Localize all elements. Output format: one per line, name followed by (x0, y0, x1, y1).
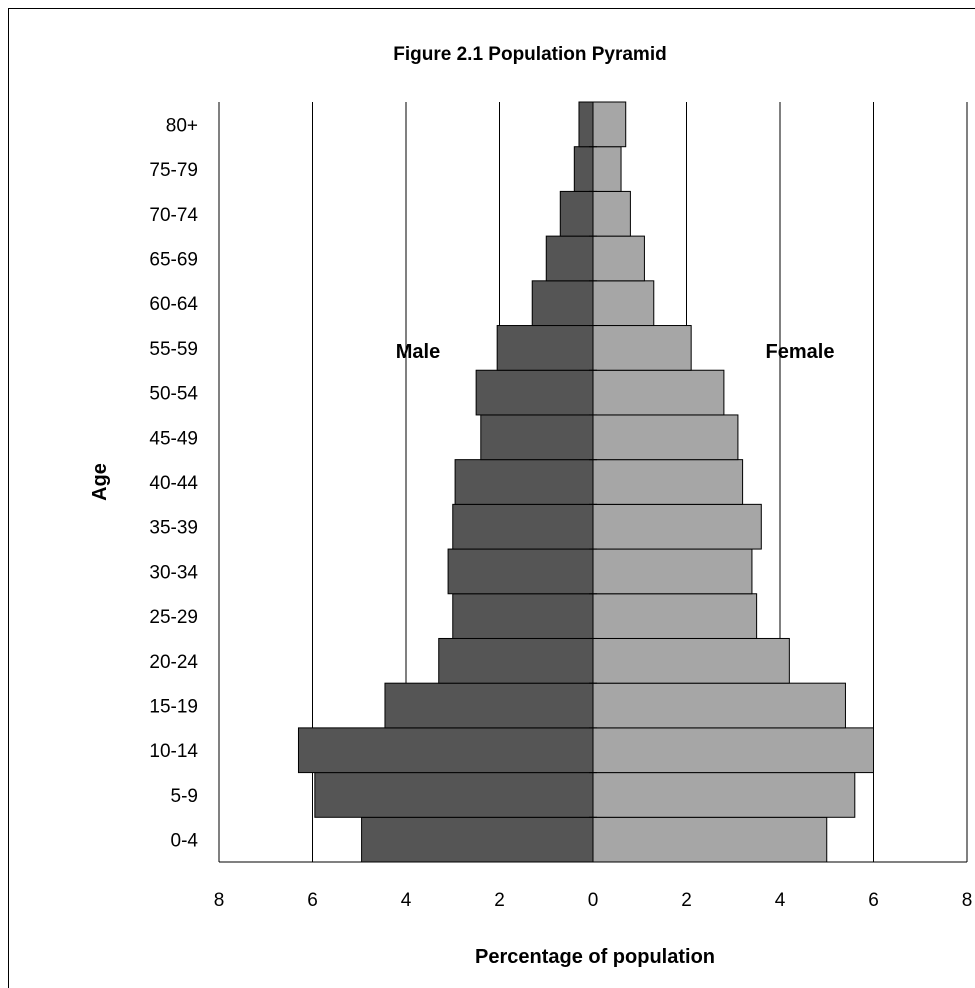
x-tick-label-0: 8 (214, 890, 225, 911)
x-tick-label-7: 6 (868, 890, 879, 911)
bar-female-10-14 (592, 727, 874, 774)
x-tick-label-3: 2 (494, 890, 505, 911)
x-tick-label-6: 4 (775, 890, 786, 911)
y-tick-label-40-44: 40-44 (149, 473, 198, 494)
y-tick-label-65-69: 65-69 (149, 249, 198, 270)
bar-female-75-79 (592, 146, 622, 192)
bar-female-0-4 (592, 816, 828, 863)
y-tick-label-15-19: 15-19 (149, 697, 198, 718)
bar-female-55-59 (592, 325, 692, 371)
bar-male-45-49 (480, 414, 594, 461)
bar-male-70-74 (559, 190, 594, 237)
x-tick-label-2: 4 (401, 890, 412, 911)
y-tick-label-10-14: 10-14 (149, 741, 198, 762)
bar-male-60-64 (531, 280, 594, 327)
bar-male-10-14 (297, 727, 594, 774)
bar-male-25-29 (452, 593, 594, 639)
bar-female-40-44 (592, 459, 744, 505)
bar-male-0-4 (361, 816, 594, 863)
y-tick-label-60-64: 60-64 (149, 294, 198, 315)
x-tick-label-8: 8 (962, 890, 973, 911)
x-tick-label-4: 0 (588, 890, 599, 911)
y-tick-label-35-39: 35-39 (149, 518, 198, 539)
bar-female-65-69 (592, 235, 645, 282)
tick-labels: 8 6 4 2 0 2 4 6 8 0-4 5-9 10-14 15-19 20-24 25-29 30-34… (149, 115, 972, 911)
y-tick-label-25-29: 25-29 (149, 607, 198, 628)
y-axis-title: Age (89, 463, 111, 501)
bar-female-30-34 (592, 548, 753, 595)
bar-male-20-24 (438, 637, 594, 684)
x-tick-label-5: 2 (681, 890, 692, 911)
bar-female-45-49 (592, 414, 739, 461)
bars (297, 101, 874, 863)
y-tick-label-0-4: 0-4 (171, 831, 199, 852)
bar-female-5-9 (592, 772, 856, 818)
y-tick-label-55-59: 55-59 (149, 339, 198, 360)
bar-male-30-34 (447, 548, 594, 595)
y-tick-label-30-34: 30-34 (149, 562, 198, 583)
bar-male-35-39 (452, 503, 594, 550)
axes (218, 101, 967, 863)
bar-male-5-9 (314, 772, 594, 818)
bar-female-15-19 (592, 682, 846, 729)
bar-female-20-24 (592, 637, 790, 684)
x-axis-title: Percentage of population (475, 946, 715, 968)
bar-male-40-44 (454, 459, 594, 505)
y-tick-label-50-54: 50-54 (149, 384, 198, 405)
bar-female-35-39 (592, 503, 762, 550)
y-tick-label-20-24: 20-24 (149, 652, 198, 673)
bar-female-50-54 (592, 369, 725, 416)
chart-frame (8, 8, 975, 988)
bar-male-65-69 (545, 235, 594, 282)
chart-title: Figure 2.1 Population Pyramid (393, 44, 666, 65)
bar-male-50-54 (475, 369, 594, 416)
bar-male-15-19 (384, 682, 594, 729)
x-tick-label-1: 6 (307, 890, 318, 911)
bar-male-75-79 (573, 146, 594, 192)
series-label-male: Male (396, 341, 440, 363)
bar-male-55-59 (496, 325, 594, 371)
bar-female-60-64 (592, 280, 655, 327)
y-tick-label-45-49: 45-49 (149, 428, 198, 449)
bar-female-25-29 (592, 593, 758, 639)
y-tick-label-75-79: 75-79 (149, 160, 198, 181)
bar-male-80+ (578, 101, 594, 148)
y-tick-label-70-74: 70-74 (149, 205, 198, 226)
bar-female-80+ (592, 101, 627, 148)
y-tick-label-80+: 80+ (166, 115, 198, 136)
series-label-female: Female (766, 341, 835, 363)
bar-female-70-74 (592, 190, 631, 237)
y-tick-label-5-9: 5-9 (171, 786, 198, 807)
